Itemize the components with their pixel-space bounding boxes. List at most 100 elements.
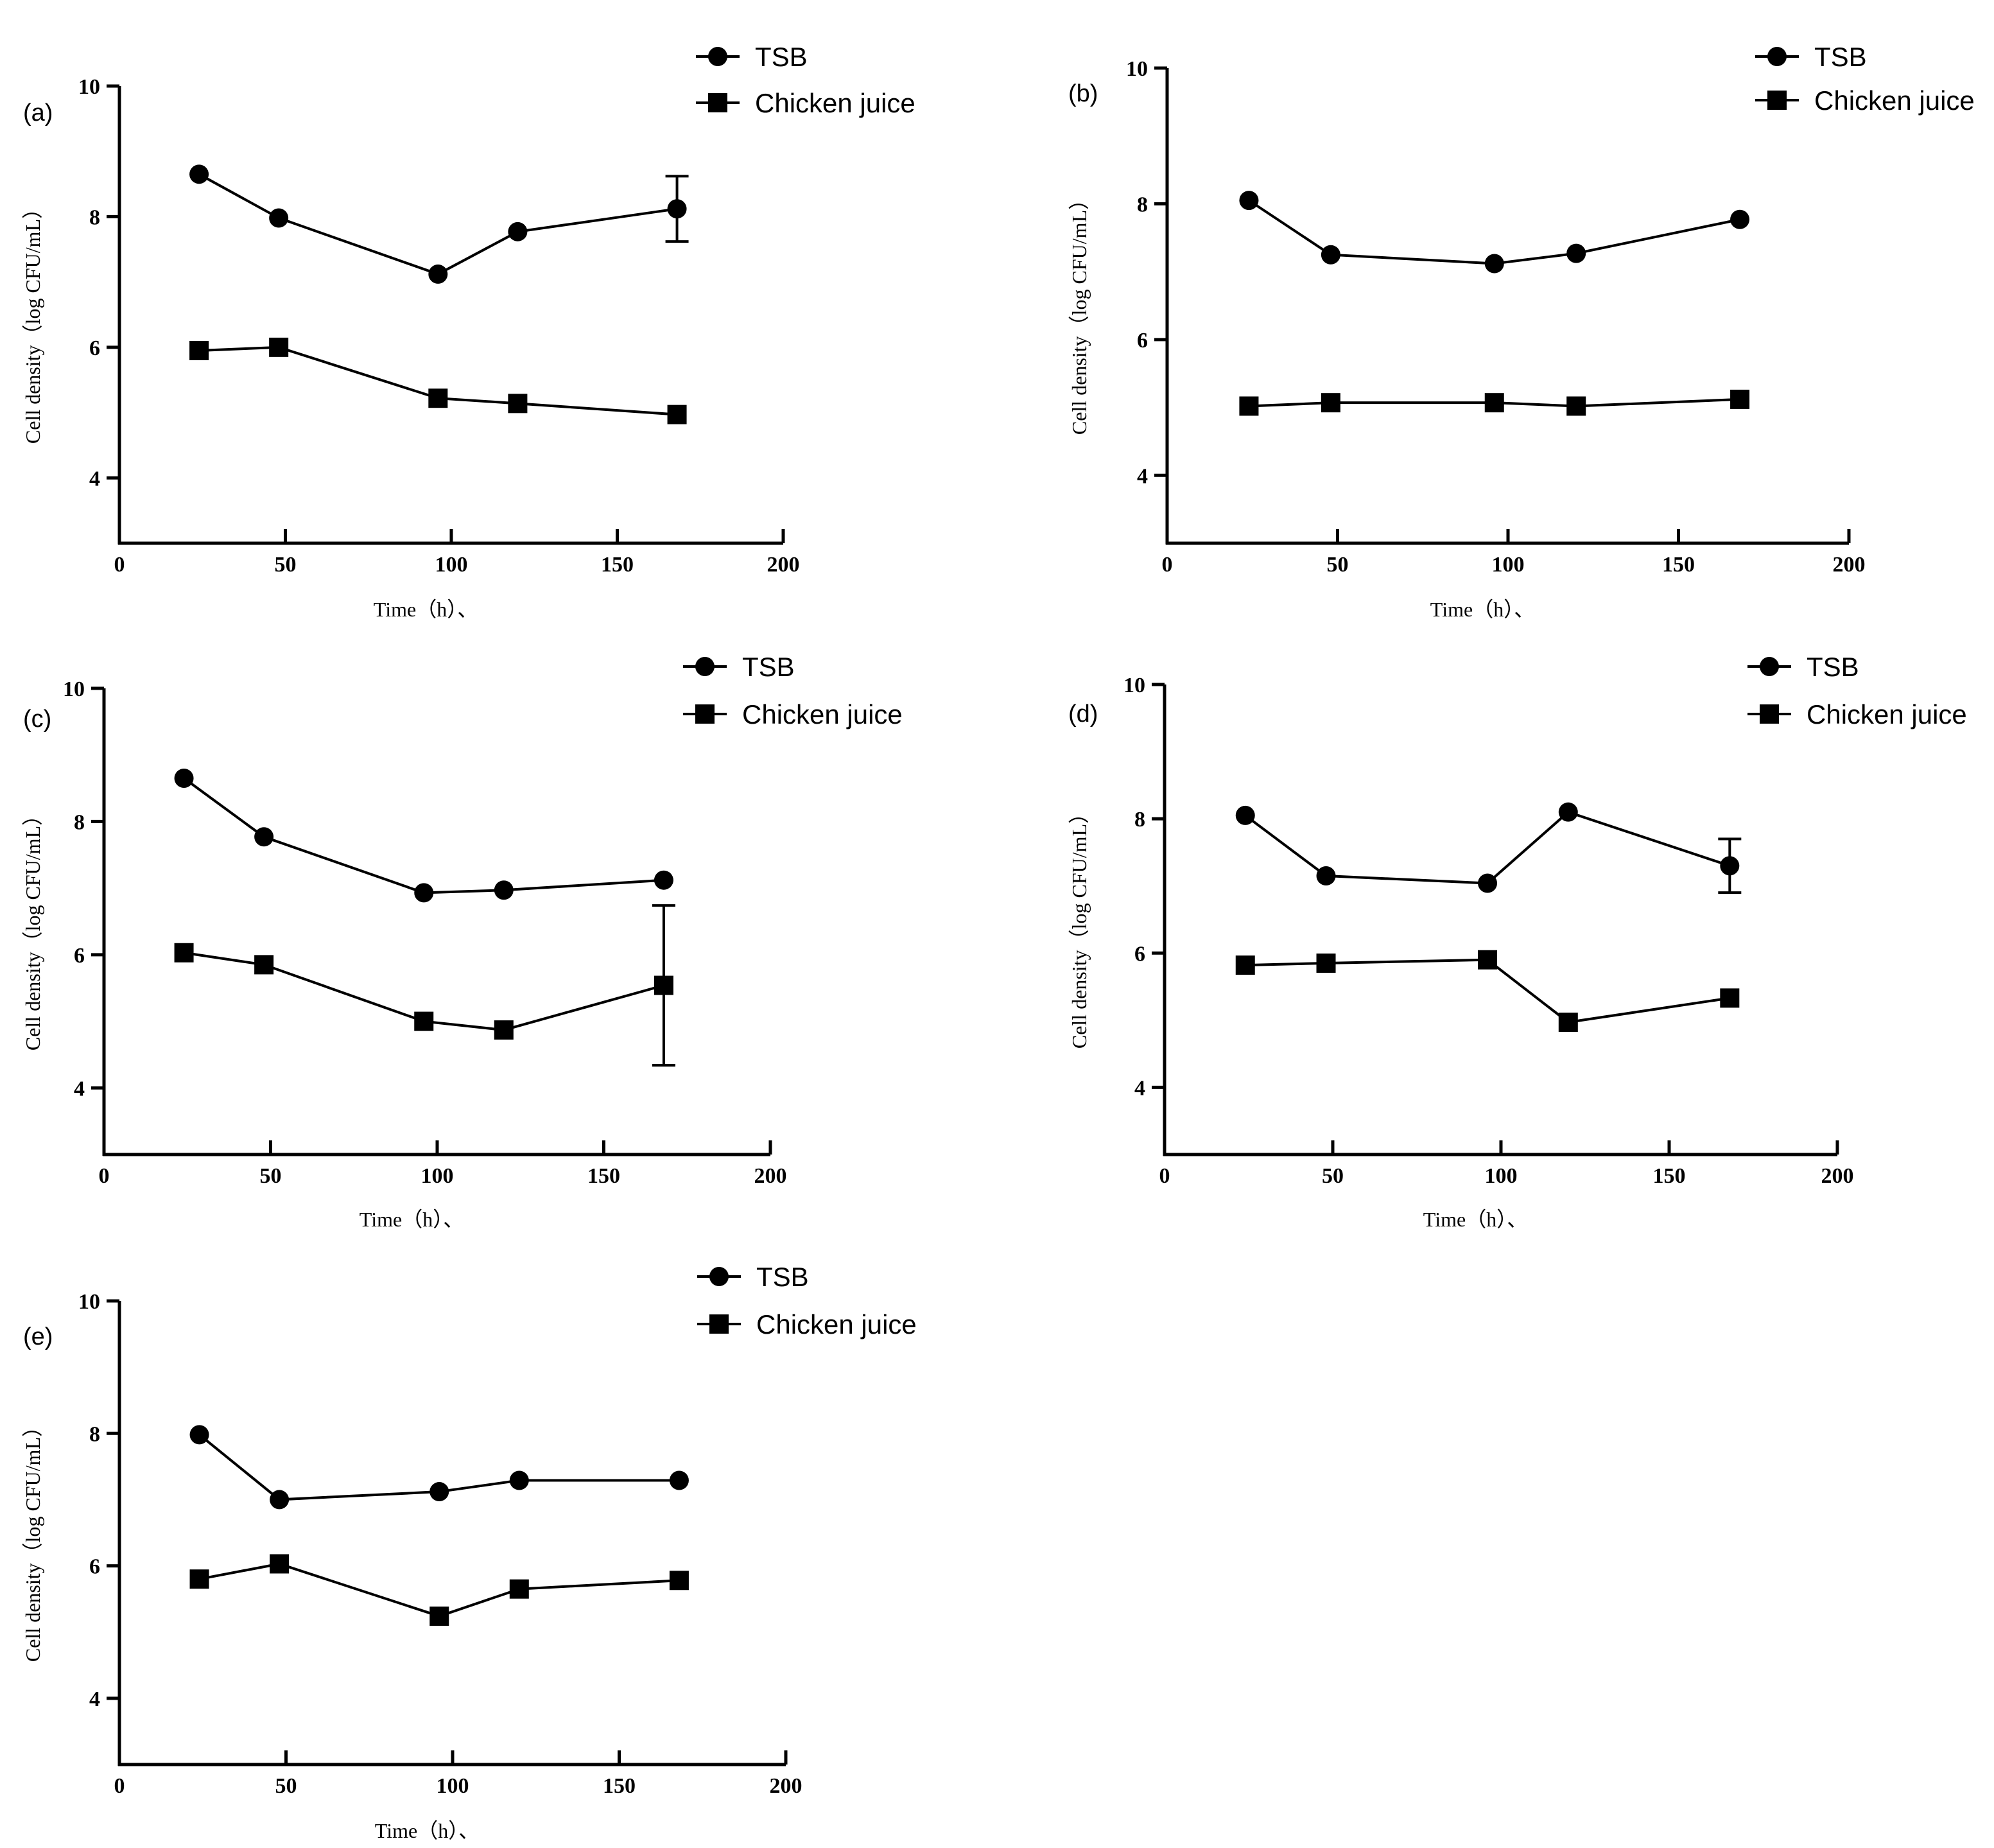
y-tick-label: 8 (1134, 808, 1145, 832)
x-tick-label: 200 (770, 1774, 802, 1798)
panel-label: (d) (1068, 701, 1098, 728)
y-tick-label: 8 (1137, 193, 1148, 216)
x-axis-label: Time（h）、 (360, 1208, 464, 1231)
x-tick-label: 200 (754, 1164, 787, 1188)
data-point (509, 1579, 529, 1599)
chart-2: 0 50 100 150 200 4 6 8 10 Time（h）、 Cell density（lo… (1068, 42, 1975, 621)
x-tick-label: 200 (1833, 553, 1866, 577)
data-point (1239, 191, 1259, 211)
y-tick-label: 10 (63, 677, 85, 701)
y-axis-label: Cell density（log CFU/mL） (1068, 803, 1091, 1049)
x-tick-label: 0 (114, 553, 125, 577)
legend-marker (1760, 657, 1779, 676)
legend-marker (1767, 47, 1787, 66)
data-point (428, 264, 448, 284)
x-tick-label: 100 (1492, 553, 1525, 577)
data-point (254, 955, 274, 975)
x-tick-label: 150 (603, 1774, 636, 1798)
data-point (270, 1554, 290, 1574)
x-tick-label: 150 (601, 553, 634, 577)
panel-label: (a) (23, 100, 53, 126)
data-point (1720, 856, 1740, 876)
panel-label: (e) (23, 1323, 53, 1350)
y-tick-label: 4 (89, 1687, 100, 1711)
data-point (189, 1425, 209, 1445)
data-point (1484, 393, 1504, 413)
data-point (189, 340, 209, 360)
data-point (1235, 955, 1255, 975)
data-point (1566, 396, 1586, 416)
x-tick-label: 50 (260, 1164, 282, 1188)
data-point (1478, 950, 1498, 970)
y-tick-label: 10 (78, 1290, 100, 1314)
data-point (667, 405, 687, 424)
y-axis-label: Cell density（log CFU/mL） (21, 805, 44, 1050)
legend-marker (709, 1267, 729, 1286)
legend-label: TSB (1814, 42, 1867, 72)
chart-5: 0 50 100 150 200 4 6 8 10 Time（h）、 Cell density（lo… (21, 1262, 917, 1842)
data-point (508, 222, 528, 241)
data-point (1484, 254, 1504, 274)
x-tick-label: 0 (1159, 1164, 1170, 1188)
legend-marker (708, 47, 727, 66)
legend-marker (1767, 91, 1787, 110)
y-axis-label: Cell density（log CFU/mL） (21, 1417, 44, 1662)
legend-label: Chicken juice (1814, 85, 1975, 116)
legend-label: Chicken juice (755, 88, 915, 118)
y-tick-label: 4 (1134, 1076, 1145, 1100)
data-point (509, 1470, 529, 1490)
x-tick-label: 150 (587, 1164, 620, 1188)
data-point (269, 208, 289, 228)
x-tick-label: 0 (99, 1164, 110, 1188)
y-tick-label: 10 (1126, 57, 1148, 81)
data-point (494, 1020, 514, 1040)
y-tick-label: 10 (1123, 674, 1145, 697)
data-point (1321, 393, 1340, 413)
data-point (270, 1490, 290, 1510)
y-tick-label: 6 (89, 1555, 100, 1579)
data-point (669, 1571, 689, 1591)
data-point (414, 1011, 434, 1031)
chart-1: 0 50 100 150 200 4 6 8 10 Time（h）、 Cell density（lo… (21, 42, 915, 621)
x-tick-label: 100 (1485, 1164, 1518, 1188)
data-point (428, 388, 448, 408)
legend-label: TSB (756, 1262, 809, 1292)
y-axis-label: Cell density（log CFU/mL） (1068, 189, 1091, 435)
data-point (1316, 953, 1336, 973)
x-axis-label: Time（h）、 (375, 1819, 479, 1842)
x-tick-label: 50 (275, 553, 297, 577)
legend-label: Chicken juice (742, 699, 903, 729)
legend-label: Chicken juice (1807, 699, 1967, 729)
y-tick-label: 6 (74, 944, 85, 968)
data-point (429, 1482, 449, 1502)
data-point (654, 870, 673, 890)
data-point (429, 1606, 449, 1626)
data-point (1235, 805, 1255, 825)
chart-4: 0 50 100 150 200 4 6 8 10 Time（h）、 Cell density（lo… (1068, 652, 1967, 1231)
legend-label: Chicken juice (756, 1309, 917, 1339)
data-point (174, 769, 194, 789)
data-point (1730, 389, 1750, 409)
legend-marker (709, 1314, 729, 1334)
data-point (254, 827, 274, 847)
x-tick-label: 0 (1162, 553, 1173, 577)
legend-label: TSB (742, 652, 795, 682)
x-tick-label: 150 (1662, 553, 1695, 577)
x-tick-label: 50 (1322, 1164, 1344, 1188)
legend-marker (708, 93, 727, 112)
data-point (189, 1569, 209, 1589)
y-tick-label: 4 (89, 467, 100, 491)
data-point (1321, 245, 1340, 265)
legend-label: TSB (755, 42, 808, 72)
data-point (1239, 396, 1259, 416)
x-axis-label: Time（h）、 (374, 598, 478, 621)
legend-marker (695, 704, 715, 724)
data-point (1558, 802, 1578, 822)
panel-label: (c) (23, 706, 51, 733)
x-tick-label: 100 (421, 1164, 454, 1188)
y-tick-label: 6 (1137, 329, 1148, 353)
panel-label: (b) (1068, 80, 1098, 107)
data-point (1316, 866, 1336, 886)
data-point (174, 943, 194, 963)
